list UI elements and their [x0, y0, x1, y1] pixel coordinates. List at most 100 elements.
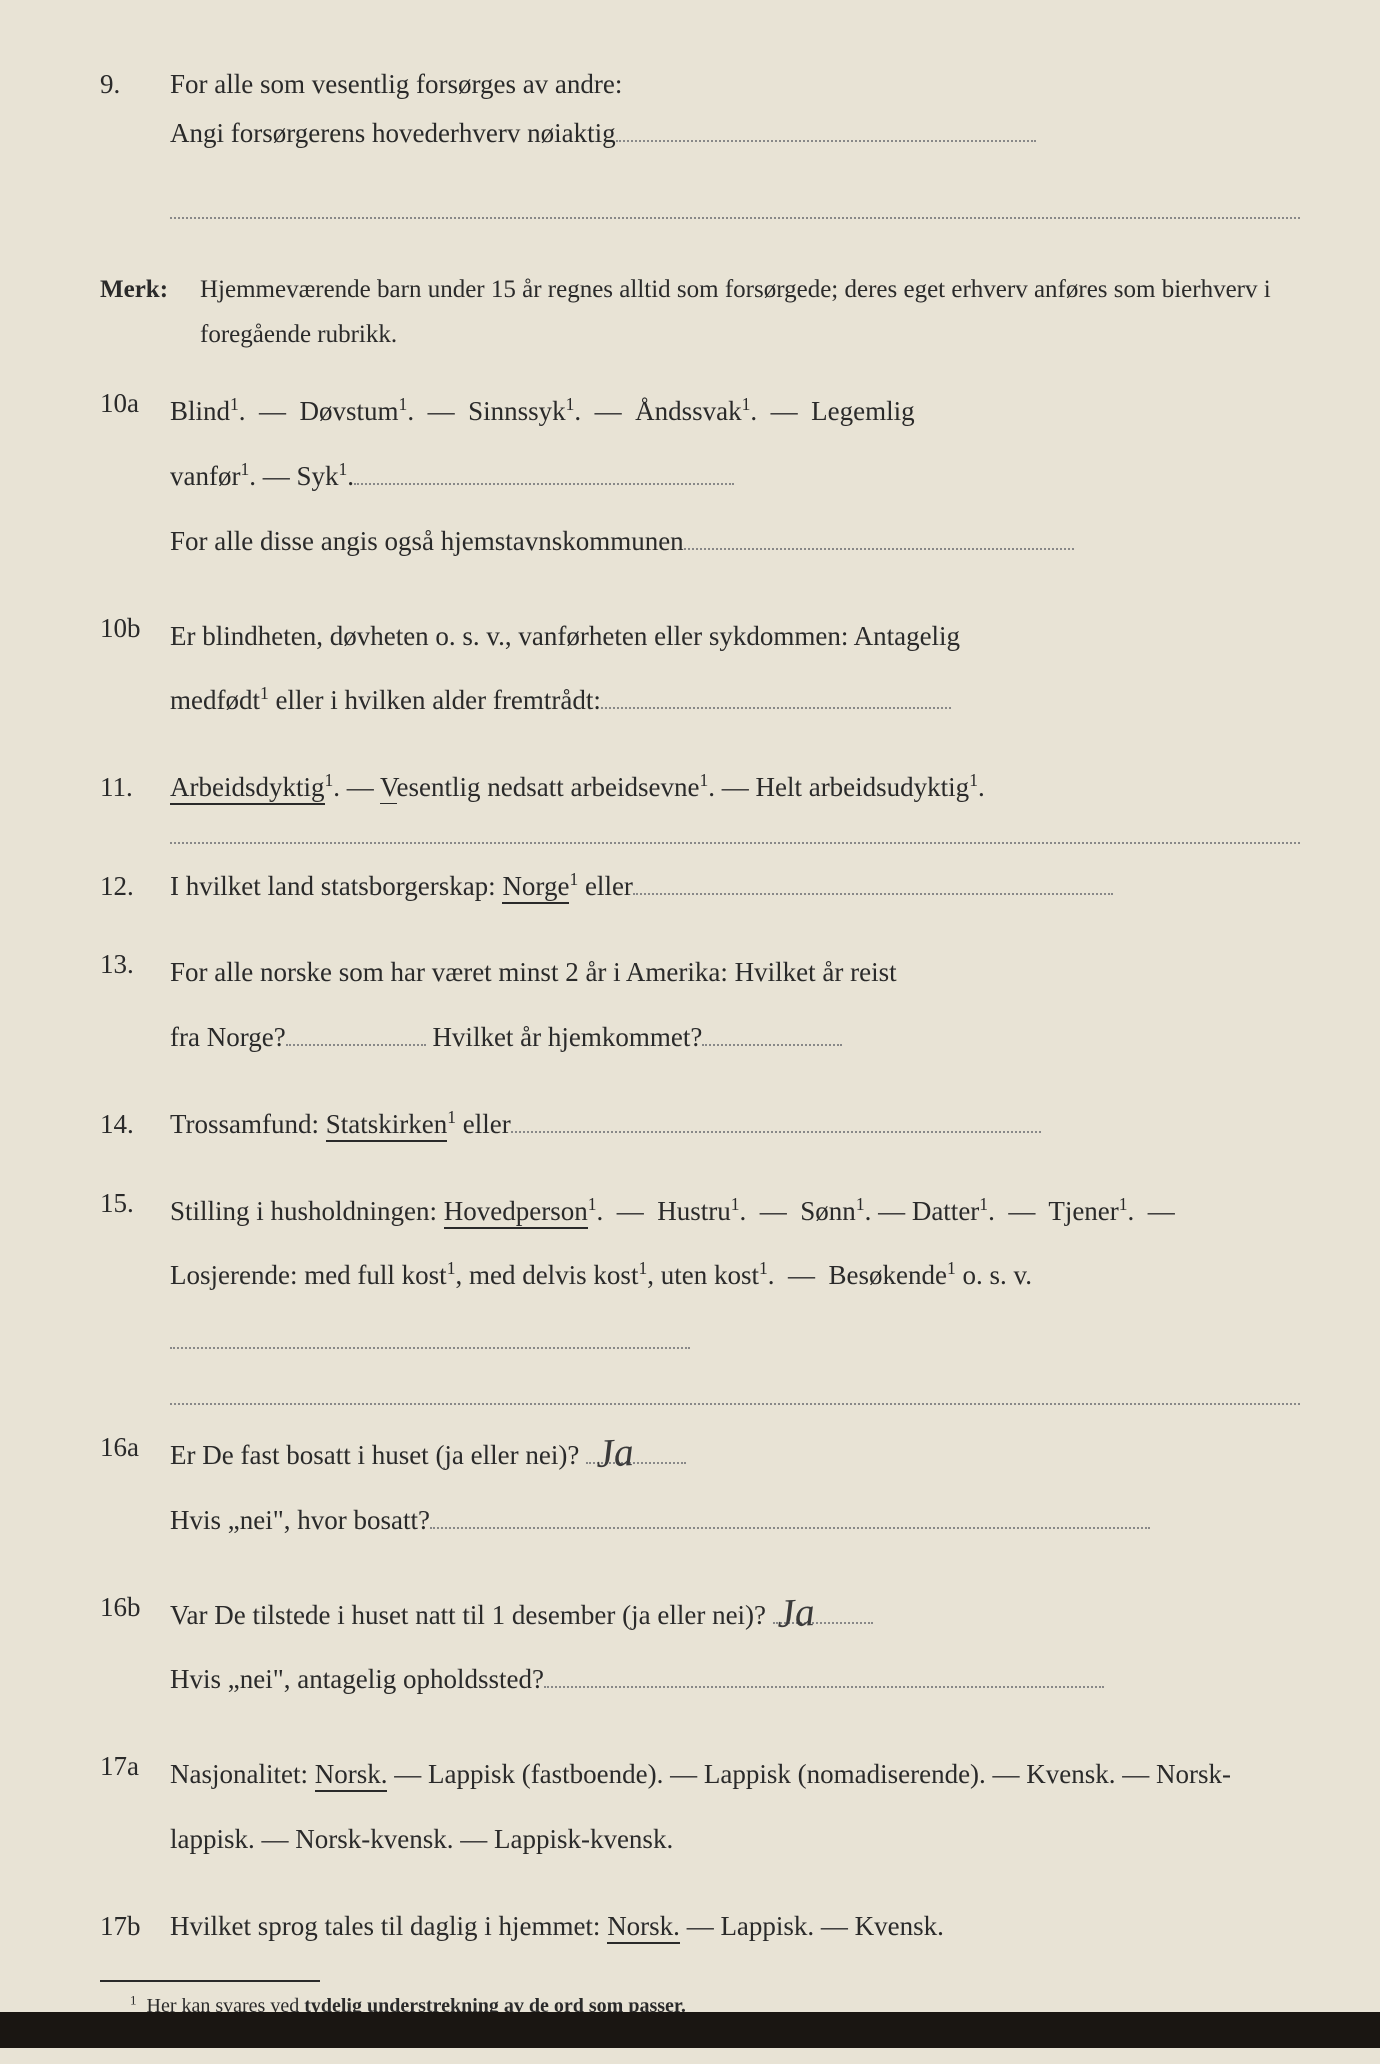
q15-besokende: Besøkende [828, 1260, 946, 1290]
divider [170, 1403, 1300, 1405]
q12-content: I hvilket land statsborgerskap: Norge1 e… [170, 862, 1300, 911]
q9-line1: For alle som vesentlig forsørges av andr… [170, 60, 1300, 109]
q15-num: 15. [100, 1179, 170, 1228]
q12-eller: eller [578, 871, 633, 901]
q10b-num: 10b [100, 604, 170, 653]
footnote-num: 1 [130, 1993, 137, 2008]
dotted-line [684, 548, 1074, 550]
dotted-line [544, 1686, 1104, 1688]
q16b-num: 16b [100, 1583, 170, 1632]
q12-norge: Norge [502, 871, 569, 904]
q17a-num: 17a [100, 1742, 170, 1791]
q13-content: For alle norske som har været minst 2 år… [170, 940, 1300, 1070]
q12-num: 12. [100, 862, 170, 911]
q10a-num: 10a [100, 379, 170, 428]
q17b-rest: — Lappisk. — Kvensk. [680, 1911, 944, 1941]
q10b-rest: eller i hvilken alder fremtrådt: [269, 685, 601, 715]
q9-line2-wrap: Angi forsørgerens hovederhverv nøiaktig [170, 109, 1300, 158]
question-16a: 16a Er De fast bosatt i huset (ja eller … [100, 1423, 1300, 1553]
dotted-line [511, 1131, 1041, 1133]
question-10b: 10b Er blindheten, døvheten o. s. v., va… [100, 604, 1300, 734]
q14-text: Trossamfund: [170, 1109, 326, 1139]
q11-vesentlig: esentlig nedsatt arbeidsevne [397, 772, 700, 802]
q10a-dovstum: Døvstum [300, 396, 399, 426]
q16a-answer: Ja [594, 1404, 637, 1502]
q10b-line1: Er blindheten, døvheten o. s. v., vanfør… [170, 621, 960, 651]
q15-text: Stilling i husholdningen: [170, 1196, 444, 1226]
question-10a: 10a Blind1. — Døvstum1. — Sinnssyk1. — Å… [100, 379, 1300, 573]
dotted-line [601, 707, 951, 709]
q14-num: 14. [100, 1100, 170, 1149]
q10a-sinnssyk: Sinnssyk [468, 396, 566, 426]
scan-edge [0, 2012, 1380, 2048]
q15-delvis: med delvis kost [469, 1260, 639, 1290]
divider [170, 842, 1300, 844]
q15-datter: Datter [912, 1196, 979, 1226]
q16a-num: 16a [100, 1423, 170, 1472]
q16a-line2: Hvis „nei", hvor bosatt? [170, 1505, 430, 1535]
dotted-line [170, 1347, 690, 1349]
q10a-andssvak: Åndssvak [635, 396, 742, 426]
question-12: 12. I hvilket land statsborgerskap: Norg… [100, 862, 1300, 911]
q15-osv: o. s. v. [956, 1260, 1032, 1290]
q10a-blind: Blind [170, 396, 230, 426]
q10b-content: Er blindheten, døvheten o. s. v., vanfør… [170, 604, 1300, 734]
question-11: 11. Arbeidsdyktig1. — Vesentlig nedsatt … [100, 763, 1300, 812]
q14-eller: eller [456, 1109, 511, 1139]
q9-num: 9. [100, 60, 170, 109]
merk-note: Merk: Hjemmeværende barn under 15 år reg… [100, 267, 1300, 357]
q15-tjener: Tjener [1048, 1196, 1118, 1226]
dotted-line [702, 1044, 842, 1046]
q16b-line1: Var De tilstede i huset natt til 1 desem… [170, 1600, 766, 1630]
dotted-line [286, 1044, 426, 1046]
q17b-norsk: Norsk. [607, 1911, 680, 1944]
q16b-answer: Ja [774, 1564, 817, 1662]
q16b-content: Var De tilstede i huset natt til 1 desem… [170, 1583, 1300, 1713]
q11-content: Arbeidsdyktig1. — Vesentlig nedsatt arbe… [170, 763, 1300, 812]
q10b-medfodt: medfødt [170, 685, 260, 715]
q15-content: Stilling i husholdningen: Hovedperson1. … [170, 1179, 1300, 1373]
footnote-rule [100, 1980, 320, 1982]
q17b-text: Hvilket sprog tales til daglig i hjemmet… [170, 1911, 607, 1941]
q17a-text: Nasjonalitet: [170, 1759, 315, 1789]
q14-statskirken: Statskirken [326, 1109, 448, 1142]
q15-hovedperson: Hovedperson [444, 1196, 588, 1229]
q10a-legemlig: Legemlig [811, 396, 914, 426]
q9-line2: Angi forsørgerens hovederhverv nøiaktig [170, 118, 616, 148]
dotted-line [430, 1527, 1150, 1529]
q17b-content: Hvilket sprog tales til daglig i hjemmet… [170, 1902, 1300, 1951]
q10a-vanfor: vanfør [170, 461, 240, 491]
q17b-num: 17b [100, 1902, 170, 1951]
q13-fra: fra Norge? [170, 1022, 286, 1052]
dotted-line [633, 893, 1113, 895]
q10a-line3: For alle disse angis også hjemstavnskomm… [170, 526, 684, 556]
q15-sonn: Sønn [800, 1196, 856, 1226]
q10a-syk: Syk [296, 461, 338, 491]
question-17b: 17b Hvilket sprog tales til daglig i hje… [100, 1902, 1300, 1951]
q11-arbeidsdyktig: Arbeidsdyktig [170, 772, 325, 805]
q12-text: I hvilket land statsborgerskap: [170, 871, 502, 901]
q17a-content: Nasjonalitet: Norsk. — Lappisk (fastboen… [170, 1742, 1300, 1872]
q15-hustru: Hustru [657, 1196, 731, 1226]
q16a-content: Er De fast bosatt i huset (ja eller nei)… [170, 1423, 1300, 1553]
q13-line1: For alle norske som har været minst 2 år… [170, 957, 897, 987]
question-9: 9. For alle som vesentlig forsørges av a… [100, 60, 1300, 237]
merk-text: Hjemmeværende barn under 15 år regnes al… [200, 267, 1300, 357]
q15-uten: uten kost [661, 1260, 759, 1290]
q15-losjerende: Losjerende: med full kost [170, 1260, 447, 1290]
question-16b: 16b Var De tilstede i huset natt til 1 d… [100, 1583, 1300, 1713]
q16b-line2: Hvis „nei", antagelig opholdssted? [170, 1664, 544, 1694]
q13-hvilket: Hvilket år hjemkommet? [432, 1022, 702, 1052]
q13-num: 13. [100, 940, 170, 989]
merk-label: Merk: [100, 267, 200, 357]
q16a-line1: Er De fast bosatt i huset (ja eller nei)… [170, 1440, 579, 1470]
q14-content: Trossamfund: Statskirken1 eller [170, 1100, 1300, 1149]
q11-helt: Helt arbeidsudyktig [755, 772, 969, 802]
q11-num: 11. [100, 763, 170, 812]
question-17a: 17a Nasjonalitet: Norsk. — Lappisk (fast… [100, 1742, 1300, 1872]
question-14: 14. Trossamfund: Statskirken1 eller [100, 1100, 1300, 1149]
q9-content: For alle som vesentlig forsørges av andr… [170, 60, 1300, 237]
q17a-norsk: Norsk. [315, 1759, 388, 1792]
dotted-line [170, 187, 1300, 219]
question-15: 15. Stilling i husholdningen: Hovedperso… [100, 1179, 1300, 1373]
